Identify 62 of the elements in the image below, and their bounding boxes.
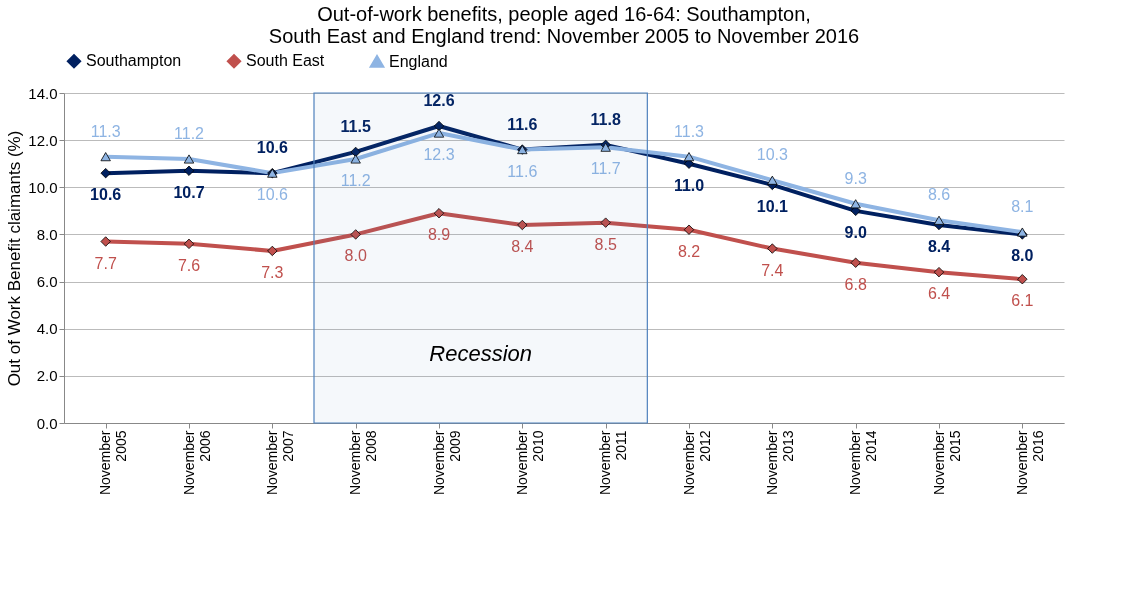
data-label: 7.7 [94,254,117,272]
data-label: 11.5 [340,117,371,135]
data-label: 9.0 [844,223,867,241]
y-axis-title: Out of Work Benefit claimants (%) [5,130,25,387]
x-tick-label: November 2006 [180,430,213,496]
data-label: 10.1 [756,197,789,215]
x-tick-label: November 2011 [597,430,630,496]
x-tick-label: November 2015 [930,430,963,496]
y-tick-label: 4.0 [36,320,58,338]
band-label: Recession [429,340,533,366]
data-label: 10.7 [173,183,205,201]
x-tick-label: November 2016 [1013,430,1046,496]
y-tick-label: 8.0 [36,225,58,243]
x-tick-label: November 2009 [430,430,463,496]
data-label: 6.8 [844,275,867,293]
data-label: 8.1 [1011,198,1034,216]
data-label: 12.3 [423,146,455,164]
y-tick-label: 14.0 [28,84,58,102]
legend-label: England [389,52,448,70]
data-label: 8.0 [344,247,367,265]
data-label: 12.6 [423,92,455,109]
data-label: 11.6 [507,162,538,180]
x-tick-label: November 2005 [97,430,130,496]
x-tick-label: November 2008 [347,430,380,496]
data-label: 11.3 [674,122,705,140]
legend-label: South East [246,52,325,70]
data-label: 11.8 [590,110,621,128]
y-tick-label: 6.0 [36,273,58,291]
y-tick-label: 10.0 [28,178,58,196]
data-label: 10.6 [256,186,289,204]
data-label: 8.4 [511,238,534,255]
data-label: 8.5 [594,235,617,253]
data-label: 11.2 [174,125,205,142]
data-label: 7.4 [761,261,784,279]
data-label: 8.2 [677,242,701,260]
x-tick-label: November 2014 [847,430,880,496]
data-label: 11.6 [507,115,538,133]
chart-title: Out-of-work benefits, people aged 16-64: Southampton, South East and England trend: November 2005 to November 2016 [268,3,860,47]
data-label: 11.2 [340,172,371,189]
data-label: 9.3 [844,169,867,187]
data-label: 7.6 [177,256,201,274]
x-tick-label: November 2012 [680,430,713,496]
data-label: 10.6 [90,186,122,204]
data-label: 6.4 [927,285,951,303]
x-tick-label: November 2013 [763,430,796,496]
data-label: 11.0 [673,176,705,194]
y-tick-label: 0.0 [36,414,58,432]
data-label: 8.6 [927,186,951,204]
data-label: 11.3 [90,122,121,140]
data-label: 10.6 [256,139,289,157]
data-label: 7.3 [261,263,284,281]
y-tick-label: 2.0 [36,367,58,385]
data-label: 8.0 [1011,247,1034,265]
data-label: 11.7 [590,160,621,178]
data-label: 8.4 [927,238,951,255]
data-label: 8.9 [427,226,451,244]
x-tick-label: November 2010 [513,430,546,496]
data-label: 6.1 [1011,292,1034,310]
y-tick-label: 12.0 [28,131,58,149]
data-label: 10.3 [756,146,789,164]
legend-label: Southampton [86,52,182,70]
x-tick-label: November 2007 [263,430,296,496]
